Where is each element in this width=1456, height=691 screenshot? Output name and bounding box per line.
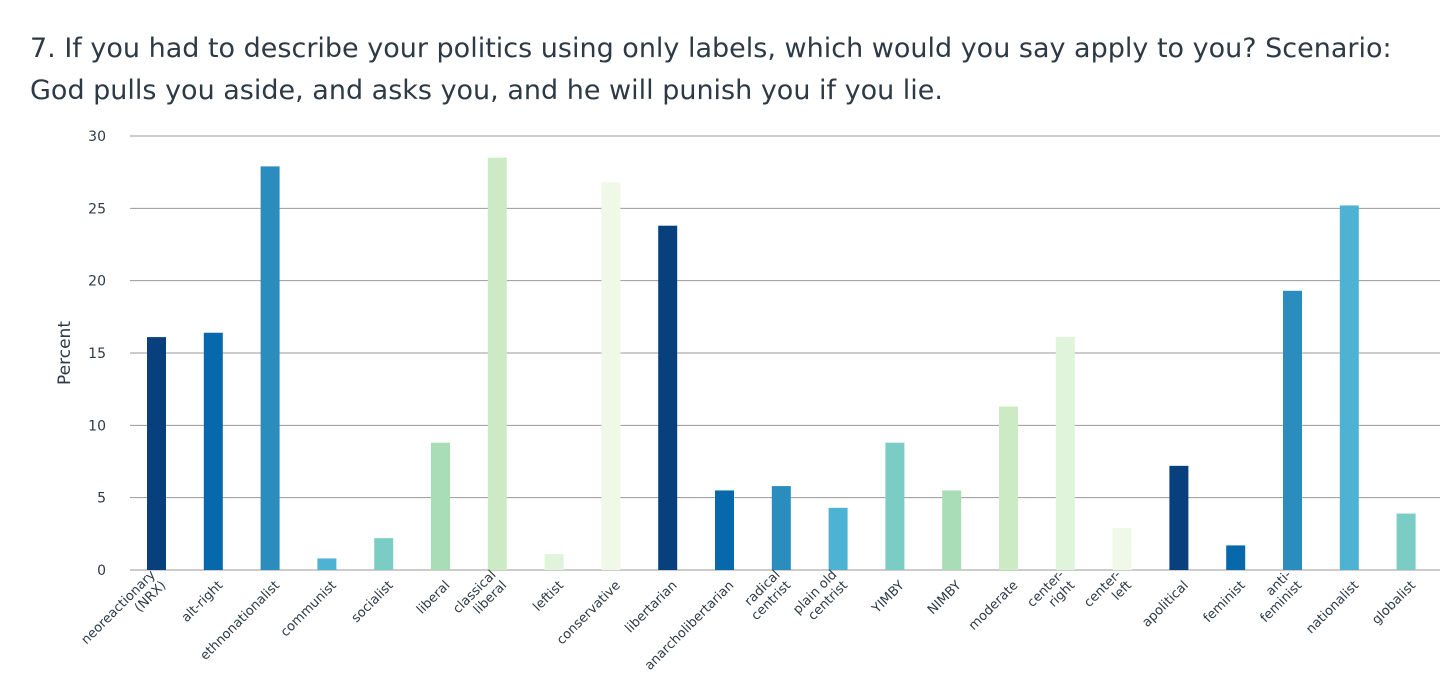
x-tick-label: communist bbox=[278, 578, 340, 640]
bar bbox=[601, 182, 621, 570]
bar bbox=[828, 507, 848, 570]
y-tick-label: 5 bbox=[97, 491, 106, 507]
x-tick-label: leftist bbox=[530, 578, 566, 614]
x-tick-label: libertarian bbox=[623, 578, 681, 636]
bar bbox=[147, 337, 166, 570]
x-tick-label: feminist bbox=[1201, 578, 1249, 626]
x-tick-label: anti-feminist bbox=[1247, 567, 1306, 626]
y-axis-ticks: 0 5 10 15 20 25 30 bbox=[88, 129, 106, 579]
bar bbox=[317, 558, 337, 570]
x-tick-label: YIMBY bbox=[869, 578, 908, 617]
x-tick-label: center-left bbox=[1081, 567, 1135, 621]
bar bbox=[999, 406, 1018, 570]
x-tick-label: NIMBY bbox=[925, 578, 965, 618]
bar bbox=[1055, 337, 1075, 570]
x-tick-label: nationalist bbox=[1303, 578, 1362, 637]
y-tick-label: 15 bbox=[88, 346, 106, 362]
bar bbox=[1339, 205, 1359, 570]
y-tick-label: 20 bbox=[88, 274, 106, 290]
y-tick-label: 10 bbox=[88, 418, 106, 434]
x-tick-label: plain oldcentrist bbox=[790, 568, 851, 629]
x-tick-label: globalist bbox=[1369, 578, 1419, 628]
bar bbox=[658, 225, 678, 570]
bar bbox=[1283, 290, 1302, 570]
x-axis-labels: neoreactionary(NRX) alt-rightethnonationa… bbox=[79, 567, 1419, 673]
y-tick-label: 30 bbox=[88, 129, 106, 145]
x-tick-label: classicalliberal bbox=[450, 568, 510, 628]
bar bbox=[374, 538, 394, 570]
bars bbox=[147, 157, 1416, 570]
y-tick-label: 25 bbox=[88, 201, 106, 217]
bar bbox=[1169, 465, 1189, 570]
x-tick-label: center-right bbox=[1025, 567, 1079, 621]
bar bbox=[715, 490, 734, 570]
bar bbox=[431, 442, 450, 570]
x-tick-label: neoreactionary(NRX) bbox=[79, 567, 170, 658]
x-tick-label: liberal bbox=[414, 578, 453, 617]
x-tick-label: socialist bbox=[349, 578, 397, 626]
chart-title: 7. If you had to describe your politics … bbox=[30, 33, 1392, 106]
bar bbox=[1396, 513, 1416, 570]
y-tick-label: 0 bbox=[97, 563, 106, 579]
bar bbox=[544, 554, 564, 570]
bar bbox=[1112, 528, 1132, 570]
bar bbox=[942, 490, 962, 570]
x-tick-label: alt-right bbox=[179, 578, 226, 625]
grid-lines bbox=[130, 135, 1440, 571]
y-axis-label: Percent bbox=[55, 321, 75, 385]
x-tick-label: moderate bbox=[966, 578, 1021, 633]
bar bbox=[203, 332, 223, 570]
x-tick-label: radicalcentrist bbox=[738, 568, 794, 624]
x-tick-label: apolitical bbox=[1140, 578, 1192, 630]
bar bbox=[771, 486, 791, 570]
bar bbox=[1226, 545, 1246, 570]
bar bbox=[487, 157, 507, 570]
bar bbox=[885, 442, 905, 570]
bar bbox=[260, 166, 280, 570]
